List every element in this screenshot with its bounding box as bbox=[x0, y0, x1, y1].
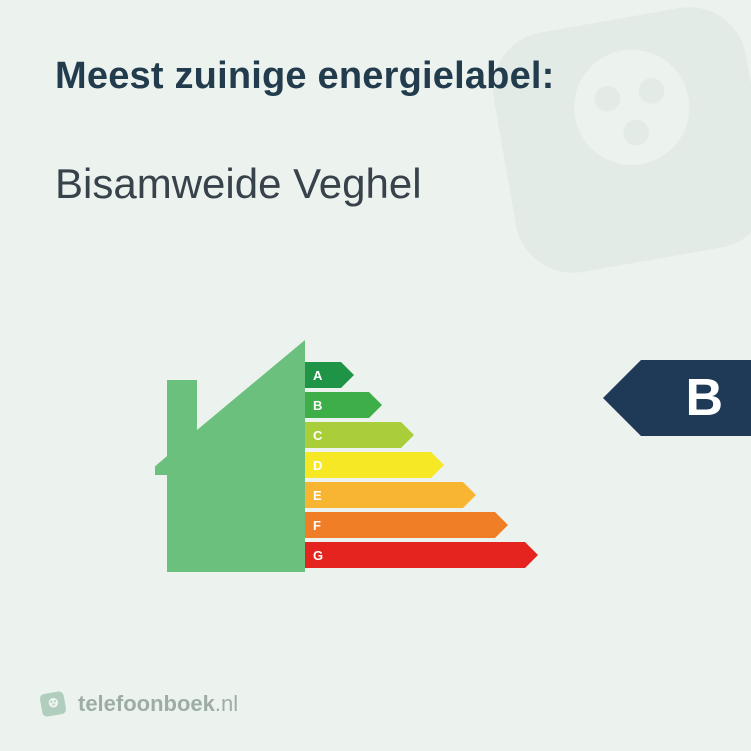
footer-brand: telefoonboek.nl bbox=[78, 691, 238, 717]
location-name: Bisamweide Veghel bbox=[55, 160, 422, 208]
energy-bar-row: A bbox=[305, 362, 525, 388]
energy-bar-label: E bbox=[313, 488, 322, 503]
energy-bar-b: B bbox=[305, 392, 369, 418]
energy-bar-d: D bbox=[305, 452, 431, 478]
energy-bar-label: A bbox=[313, 368, 322, 383]
energy-bar-row: F bbox=[305, 512, 525, 538]
energy-bar-label: C bbox=[313, 428, 322, 443]
footer-brand-rest: .nl bbox=[215, 691, 238, 716]
energy-bar-row: D bbox=[305, 452, 525, 478]
footer: telefoonboek.nl bbox=[38, 689, 238, 719]
energy-bar-g: G bbox=[305, 542, 525, 568]
page-title: Meest zuinige energielabel: bbox=[55, 55, 555, 98]
footer-brand-bold: telefoonboek bbox=[78, 691, 215, 716]
energy-bar-row: G bbox=[305, 542, 525, 568]
energy-bar-e: E bbox=[305, 482, 463, 508]
selected-label-text: B bbox=[685, 368, 723, 428]
energy-bar-a: A bbox=[305, 362, 341, 388]
energy-bar-label: F bbox=[313, 518, 321, 533]
watermark-icon bbox=[471, 0, 751, 300]
energy-bar-row: B bbox=[305, 392, 525, 418]
selected-energy-label: B bbox=[641, 360, 751, 436]
energy-bar-row: E bbox=[305, 482, 525, 508]
energy-bars: ABCDEFG bbox=[305, 362, 525, 572]
energy-bar-label: G bbox=[313, 548, 323, 563]
energy-bar-label: B bbox=[313, 398, 322, 413]
energy-bar-row: C bbox=[305, 422, 525, 448]
footer-logo-icon bbox=[38, 689, 68, 719]
energy-bar-label: D bbox=[313, 458, 322, 473]
energy-bar-c: C bbox=[305, 422, 401, 448]
house-icon bbox=[155, 340, 305, 580]
energy-bar-f: F bbox=[305, 512, 495, 538]
